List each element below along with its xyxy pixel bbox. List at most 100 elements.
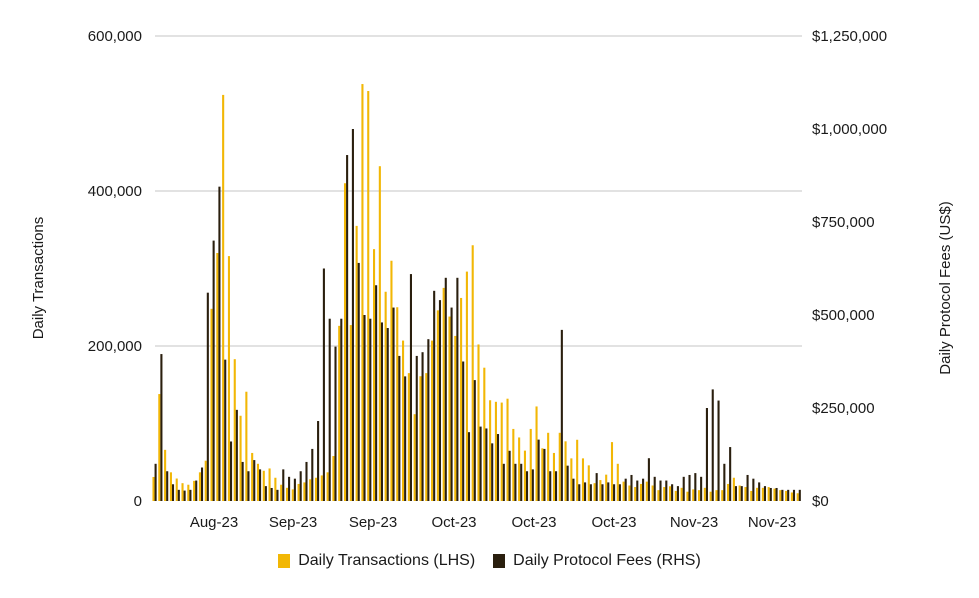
x-tick-label: Oct-23 [511, 514, 556, 531]
bar-fees [723, 463, 726, 501]
bar-fees [299, 471, 302, 501]
bar-fees [340, 318, 343, 501]
bar-fees [357, 262, 360, 501]
bar-transactions [628, 485, 631, 501]
bar-transactions [680, 487, 683, 501]
bar-transactions [216, 253, 219, 501]
legend-swatch-fees [493, 554, 506, 568]
bar-transactions [407, 373, 410, 501]
bar-fees [479, 426, 482, 501]
bar-fees [351, 129, 354, 501]
bar-transactions [576, 439, 579, 501]
legend-item-transactions: Daily Transactions (LHS) [278, 552, 475, 570]
bar-transactions [581, 458, 585, 501]
legend-item-fees: Daily Protocol Fees (RHS) [493, 552, 701, 570]
bar-transactions [593, 483, 596, 501]
bar-transactions [285, 487, 289, 501]
bar-transactions [222, 94, 225, 502]
bar-transactions [198, 472, 201, 501]
bar-fees [531, 469, 534, 501]
bar-transactions [210, 308, 213, 501]
left-tick-label: 400,000 [88, 183, 142, 200]
bar-transactions [599, 480, 602, 501]
bar-transactions [558, 432, 561, 501]
x-tick-label: Oct-23 [591, 514, 636, 531]
bar-transactions [413, 414, 416, 501]
bar-fees [346, 155, 349, 502]
bar-transactions [639, 483, 643, 501]
bar-fees [496, 434, 500, 501]
bar-fees [752, 478, 755, 501]
bar-transactions [454, 335, 457, 501]
bar-fees [746, 474, 749, 501]
bar-transactions [233, 359, 236, 501]
right-tick-label: $750,000 [812, 214, 875, 231]
bar-transactions [338, 325, 341, 501]
bar-transactions [262, 470, 265, 501]
bar-transactions [274, 477, 277, 501]
bar-transactions [785, 490, 788, 501]
bar-transactions [668, 486, 672, 501]
bar-fees [218, 186, 221, 501]
bars [152, 84, 801, 502]
bar-fees [758, 482, 761, 501]
bar-transactions [297, 483, 300, 501]
right-tick-label: $1,250,000 [812, 28, 887, 45]
bar-fees [508, 450, 511, 501]
bar-transactions [761, 487, 764, 501]
bar-transactions [483, 367, 486, 501]
right-axis-title: Daily Protocol Fees (US$) [937, 201, 954, 374]
bar-fees [647, 458, 650, 501]
bar-fees [241, 461, 244, 501]
bar-transactions [164, 449, 167, 501]
bar-transactions [343, 183, 347, 501]
bar-transactions [686, 491, 689, 501]
bar-fees [288, 476, 291, 501]
x-axis-ticks: Aug-23 Sep-23 Sep-23 Oct-23 Oct-23 Oct-23 Nov-… [190, 514, 796, 531]
bar-fees [230, 441, 233, 501]
bar-transactions [373, 249, 376, 501]
bar-fees [189, 489, 192, 501]
bar-transactions [750, 490, 753, 501]
bar-fees [421, 352, 424, 501]
bar-fees [235, 409, 238, 501]
bar-fees [572, 478, 575, 501]
bar-transactions [384, 291, 387, 501]
bar-transactions [268, 468, 271, 501]
x-tick-label: Sep-23 [269, 514, 317, 531]
bar-transactions [651, 485, 654, 501]
bar-fees [566, 465, 569, 501]
bar-fees [734, 486, 737, 501]
right-tick-label: $250,000 [812, 400, 875, 417]
left-tick-label: 200,000 [88, 338, 142, 355]
bar-fees [705, 408, 708, 501]
bar-transactions [320, 475, 323, 501]
bar-fees [659, 480, 662, 501]
bar-fees [328, 318, 331, 501]
bar-fees [259, 469, 262, 501]
bar-transactions [332, 456, 335, 501]
left-tick-label: 600,000 [88, 28, 142, 45]
bar-fees [166, 471, 169, 501]
bar-fees [380, 322, 383, 501]
bar-fees [537, 439, 540, 501]
left-axis-ticks: 0 200,000 400,000 600,000 [88, 28, 142, 510]
bar-fees [624, 478, 627, 501]
bar-transactions [500, 402, 503, 501]
bar-fees [200, 467, 204, 501]
bar-fees [595, 473, 598, 501]
bar-transactions [314, 477, 318, 501]
bar-fees [514, 463, 517, 501]
bar-transactions [396, 307, 399, 501]
bar-fees [618, 484, 621, 501]
bar-fees [525, 471, 529, 501]
bar-fees [549, 471, 552, 501]
bar-fees [543, 448, 546, 501]
legend: Daily Transactions (LHS) Daily Protocol … [0, 552, 979, 570]
legend-label-transactions: Daily Transactions (LHS) [298, 552, 476, 569]
right-tick-label: $1,000,000 [812, 121, 887, 138]
bar-transactions [790, 492, 793, 501]
bar-transactions [541, 448, 544, 501]
bar-fees [485, 428, 488, 501]
bar-fees [386, 328, 389, 501]
